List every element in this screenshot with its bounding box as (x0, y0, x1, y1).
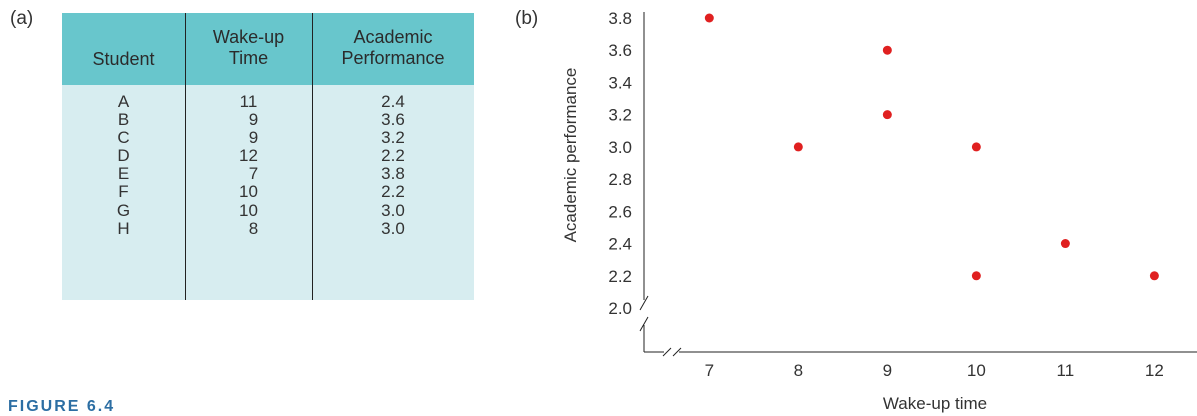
table-cell-wake: 9 (248, 110, 259, 130)
x-tick-label: 10 (967, 361, 986, 380)
y-axis-title: Academic performance (561, 68, 580, 243)
data-point (793, 142, 803, 152)
data-point (1149, 271, 1159, 281)
scatter-chart: 2.02.22.42.62.83.03.23.43.63.87 8 9 10 11 12 … (561, 9, 1197, 413)
y-tick-label: 3.2 (608, 106, 632, 125)
table-cell-wake: 11 (239, 92, 258, 111)
table-cell-student: D (117, 146, 130, 166)
panel-label-a: (a) (10, 8, 34, 29)
y-axis-break (639, 295, 649, 311)
figure-caption: FIGURE 6.4 (8, 398, 116, 415)
header-student: Student (92, 49, 155, 69)
x-tick-label: 8 (794, 361, 803, 380)
column-academic-performance: 2.4 3.6 3.2 2.2 3.8 2.2 3.0 3.0 (312, 92, 474, 238)
table-cell-wake: 10 (239, 200, 258, 220)
y-tick-label: 2.2 (608, 267, 632, 286)
y-tick-label: 2.6 (608, 202, 632, 221)
table-cell-perf: 2.2 (381, 146, 405, 166)
y-axis-break (639, 316, 649, 332)
table-body (62, 85, 474, 300)
column-wake-up-time: 11 9 9 12 7 10 10 8 (185, 92, 312, 238)
table-cell-student: B (117, 110, 130, 130)
x-tick-label: 7 (705, 361, 714, 380)
data-point (882, 45, 892, 55)
x-axis-break (672, 347, 682, 357)
table-cell-perf: 3.0 (381, 200, 405, 220)
x-axis-break (662, 347, 672, 357)
data-point (971, 142, 981, 152)
table-cell-student: A (117, 92, 130, 111)
data-point (704, 13, 714, 23)
table-cell-wake: 10 (239, 182, 258, 202)
table-cell-wake: 9 (248, 128, 259, 148)
column-divider (312, 13, 313, 300)
data-table: Student Wake-up Time Academic Performanc… (62, 13, 474, 300)
table-cell-perf: 3.6 (381, 110, 405, 130)
header-wake-up-time: Wake-up Time (212, 27, 285, 68)
x-tick-label: 12 (1145, 361, 1164, 380)
table-cell-student: E (117, 164, 130, 184)
x-tick-label: 9 (883, 361, 892, 380)
table-cell-wake: 7 (248, 164, 259, 184)
table-cell-perf: 3.8 (381, 164, 405, 184)
y-tick-label: 2.8 (608, 170, 632, 189)
y-tick-label: 2.4 (608, 235, 632, 254)
table-cell-student: F (118, 182, 129, 202)
table-cell-perf: 2.2 (381, 182, 405, 202)
y-tick-label: 3.8 (608, 9, 632, 28)
y-tick-label: 3.6 (608, 41, 632, 60)
table-cell-perf: 2.4 (381, 92, 405, 111)
table-cell-wake: 8 (248, 218, 259, 238)
chart-axes (639, 12, 1197, 357)
column-divider (185, 13, 186, 300)
x-tick-label: 11 (1057, 361, 1075, 380)
header-academic-performance: Academic Performance (341, 27, 445, 68)
y-tick-label: 3.4 (608, 73, 632, 92)
panel-label-b: (b) (515, 8, 539, 29)
table-cell-student: G (116, 200, 131, 220)
data-point (971, 271, 981, 281)
chart-points (704, 13, 1159, 281)
table-cell-wake: 12 (239, 146, 258, 166)
chart-tick-labels: 2.0 2.2 2.4 2.6 2.8 3.0 3.2 3.4 3.6 3.8 7 8 9 10 11 12 (608, 9, 1163, 380)
table-cell-perf: 3.0 (381, 218, 405, 238)
x-axis-title: Wake-up time (883, 394, 987, 413)
y-tick-label: 3.0 (608, 138, 632, 157)
table-header (62, 13, 474, 85)
data-point (1060, 239, 1070, 249)
table-cell-student: C (117, 128, 130, 148)
table-cell-student: H (117, 218, 130, 238)
table-cell-perf: 3.2 (381, 128, 405, 148)
y-tick-label: 2.0 (608, 299, 632, 318)
data-point (882, 110, 892, 120)
